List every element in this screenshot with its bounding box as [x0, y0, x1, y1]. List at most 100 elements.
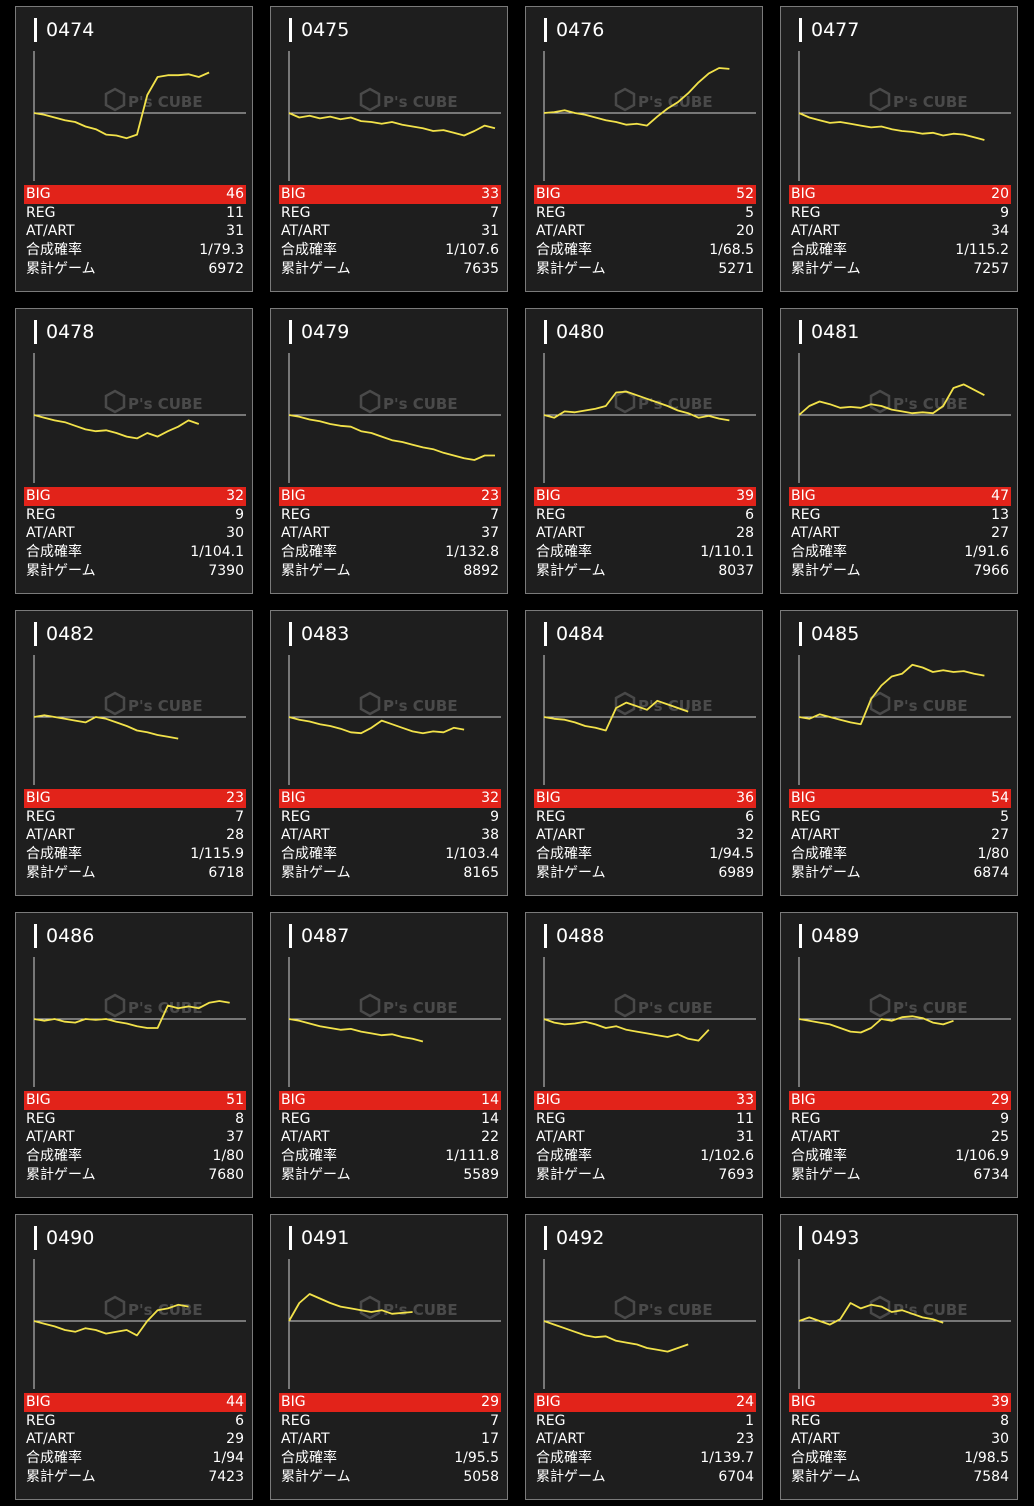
watermark: P's CUBE [869, 389, 968, 414]
stat-value: 1/94 [212, 1450, 244, 1467]
at-art-row: AT/ART 27 [789, 826, 1011, 845]
machine-card[interactable]: 0483 P's CUBE BIG 32 REG 9 AT/ART 38 合成確率 1/103.4… [270, 610, 508, 896]
stat-label: 合成確率 [26, 242, 82, 259]
stat-value: 27 [991, 827, 1009, 844]
machine-card[interactable]: 0478 P's CUBE BIG 32 REG 9 AT/ART 30 合成確率 1/104.1… [15, 308, 253, 594]
stat-value: 1/98.5 [964, 1450, 1009, 1467]
total-games-row: 累計ゲーム 5589 [279, 1166, 501, 1185]
machine-card[interactable]: 0477 P's CUBE BIG 20 REG 9 AT/ART 34 合成確率 1/115.2… [780, 6, 1018, 292]
machine-card[interactable]: 0488 P's CUBE BIG 33 REG 11 AT/ART 31 合成確率 1/102.… [525, 912, 763, 1198]
stat-label: AT/ART [281, 1129, 330, 1146]
stat-value: 7966 [973, 562, 1009, 579]
machine-card[interactable]: 0480 P's CUBE BIG 39 REG 6 AT/ART 28 合成確率 1/110.1… [525, 308, 763, 594]
stat-label: AT/ART [281, 827, 330, 844]
stat-label: 合成確率 [26, 1148, 82, 1165]
machine-card[interactable]: 0474 P's CUBE BIG 46 REG 11 AT/ART 31 合成確率 1/79.3… [15, 6, 253, 292]
stat-label: 合成確率 [281, 1148, 337, 1165]
stat-value: 6989 [718, 864, 754, 881]
machine-card[interactable]: 0487 P's CUBE BIG 14 REG 14 AT/ART 22 合成確率 1/111.… [270, 912, 508, 1198]
stat-label: REG [281, 808, 311, 825]
watermark: P's CUBE [104, 691, 203, 716]
machine-card[interactable]: 0493 P's CUBE BIG 39 REG 8 AT/ART 30 合成確率 1/98.5 累… [780, 1214, 1018, 1500]
reg-row: REG 9 [789, 204, 1011, 223]
stats-table: BIG 24 REG 1 AT/ART 23 合成確率 1/139.7 累計ゲーム 6704 [534, 1393, 756, 1486]
watermark-brand: P's CUBE [128, 395, 203, 413]
stat-value: 6 [745, 506, 754, 523]
watermark: P's CUBE [359, 389, 458, 414]
stat-label: REG [536, 1110, 566, 1127]
stats-table: BIG 23 REG 7 AT/ART 37 合成確率 1/132.8 累計ゲーム 8892 [279, 487, 501, 580]
big-row: BIG 23 [24, 789, 246, 808]
watermark-brand: P's CUBE [128, 999, 203, 1017]
at-art-row: AT/ART 37 [279, 524, 501, 543]
machine-card[interactable]: 0482 P's CUBE BIG 23 REG 7 AT/ART 28 合成確率 1/115.9… [15, 610, 253, 896]
stat-value: 39 [991, 1394, 1009, 1410]
cube-logo-icon [359, 691, 381, 716]
stat-label: 累計ゲーム [26, 864, 96, 881]
stat-label: 累計ゲーム [281, 1468, 351, 1485]
graph-line [543, 1018, 710, 1042]
stat-label: REG [536, 204, 566, 221]
stat-label: REG [281, 1110, 311, 1127]
stat-value: 5058 [463, 1468, 499, 1485]
stats-table: BIG 20 REG 9 AT/ART 34 合成確率 1/115.2 累計ゲーム 7257 [789, 185, 1011, 278]
stats-table: BIG 29 REG 9 AT/ART 25 合成確率 1/106.9 累計ゲーム 6734 [789, 1091, 1011, 1184]
at-art-row: AT/ART 22 [279, 1128, 501, 1147]
machine-card[interactable]: 0485 P's CUBE BIG 54 REG 5 AT/ART 27 合成確率 1/80 累計ゲ… [780, 610, 1018, 896]
stat-label: BIG [791, 1092, 816, 1108]
big-row: BIG 33 [279, 185, 501, 204]
stat-value: 23 [736, 1431, 754, 1448]
machine-card[interactable]: 0484 P's CUBE BIG 36 REG 6 AT/ART 32 合成確率 1/94.5 累… [525, 610, 763, 896]
stat-label: 合成確率 [791, 1148, 847, 1165]
reg-row: REG 6 [534, 808, 756, 827]
slump-graph: P's CUBE [288, 353, 501, 483]
machine-card[interactable]: 0481 P's CUBE BIG 47 REG 13 AT/ART 27 合成確率 1/91.6… [780, 308, 1018, 594]
machine-card[interactable]: 0475 P's CUBE BIG 33 REG 7 AT/ART 31 合成確率 1/107.6… [270, 6, 508, 292]
graph-line [798, 1015, 954, 1034]
stat-value: 6874 [973, 864, 1009, 881]
stat-label: BIG [791, 186, 816, 202]
machine-card[interactable]: 0479 P's CUBE BIG 23 REG 7 AT/ART 37 合成確率 1/132.8… [270, 308, 508, 594]
stat-label: 合成確率 [26, 544, 82, 561]
watermark: P's CUBE [359, 691, 458, 716]
watermark: P's CUBE [614, 389, 713, 414]
at-art-row: AT/ART 31 [24, 222, 246, 241]
stat-label: BIG [26, 1092, 51, 1108]
stat-label: 累計ゲーム [26, 562, 96, 579]
cube-logo-icon [359, 993, 381, 1018]
stat-label: AT/ART [536, 1129, 585, 1146]
machine-number: 0482 [34, 622, 94, 646]
watermark-brand: P's CUBE [383, 395, 458, 413]
machine-number: 0486 [34, 924, 94, 948]
stat-label: 累計ゲーム [281, 562, 351, 579]
stat-label: AT/ART [281, 525, 330, 542]
machine-card[interactable]: 0491 P's CUBE BIG 29 REG 7 AT/ART 17 合成確率 1/95.5 累… [270, 1214, 508, 1500]
slump-graph: P's CUBE [33, 957, 246, 1087]
reg-row: REG 9 [279, 808, 501, 827]
stat-label: AT/ART [281, 223, 330, 240]
machine-card[interactable]: 0476 P's CUBE BIG 52 REG 5 AT/ART 20 合成確率 1/68.5 累… [525, 6, 763, 292]
at-art-row: AT/ART 17 [279, 1430, 501, 1449]
reg-row: REG 7 [279, 204, 501, 223]
stat-value: 27 [991, 525, 1009, 542]
machine-card[interactable]: 0486 P's CUBE BIG 51 REG 8 AT/ART 37 合成確率 1/80 累計ゲ… [15, 912, 253, 1198]
stat-value: 7584 [973, 1468, 1009, 1485]
total-games-row: 累計ゲーム 7966 [789, 562, 1011, 581]
stat-value: 7423 [208, 1468, 244, 1485]
stat-value: 7680 [208, 1166, 244, 1183]
slump-graph: P's CUBE [798, 655, 1011, 785]
reg-row: REG 7 [279, 1412, 501, 1431]
watermark-brand: P's CUBE [638, 697, 713, 715]
stats-table: BIG 33 REG 11 AT/ART 31 合成確率 1/102.6 累計ゲーム 7693 [534, 1091, 756, 1184]
at-art-row: AT/ART 20 [534, 222, 756, 241]
machine-card[interactable]: 0489 P's CUBE BIG 29 REG 9 AT/ART 25 合成確率 1/106.9… [780, 912, 1018, 1198]
cube-logo-icon [869, 87, 891, 112]
big-row: BIG 52 [534, 185, 756, 204]
machine-card[interactable]: 0492 P's CUBE BIG 24 REG 1 AT/ART 23 合成確率 1/139.7… [525, 1214, 763, 1500]
probability-row: 合成確率 1/94.5 [534, 845, 756, 864]
stat-label: 累計ゲーム [536, 260, 606, 277]
total-games-row: 累計ゲーム 6972 [24, 260, 246, 279]
stat-label: BIG [791, 790, 816, 806]
stat-value: 37 [226, 1129, 244, 1146]
machine-card[interactable]: 0490 P's CUBE BIG 44 REG 6 AT/ART 29 合成確率 1/94 累計ゲ… [15, 1214, 253, 1500]
